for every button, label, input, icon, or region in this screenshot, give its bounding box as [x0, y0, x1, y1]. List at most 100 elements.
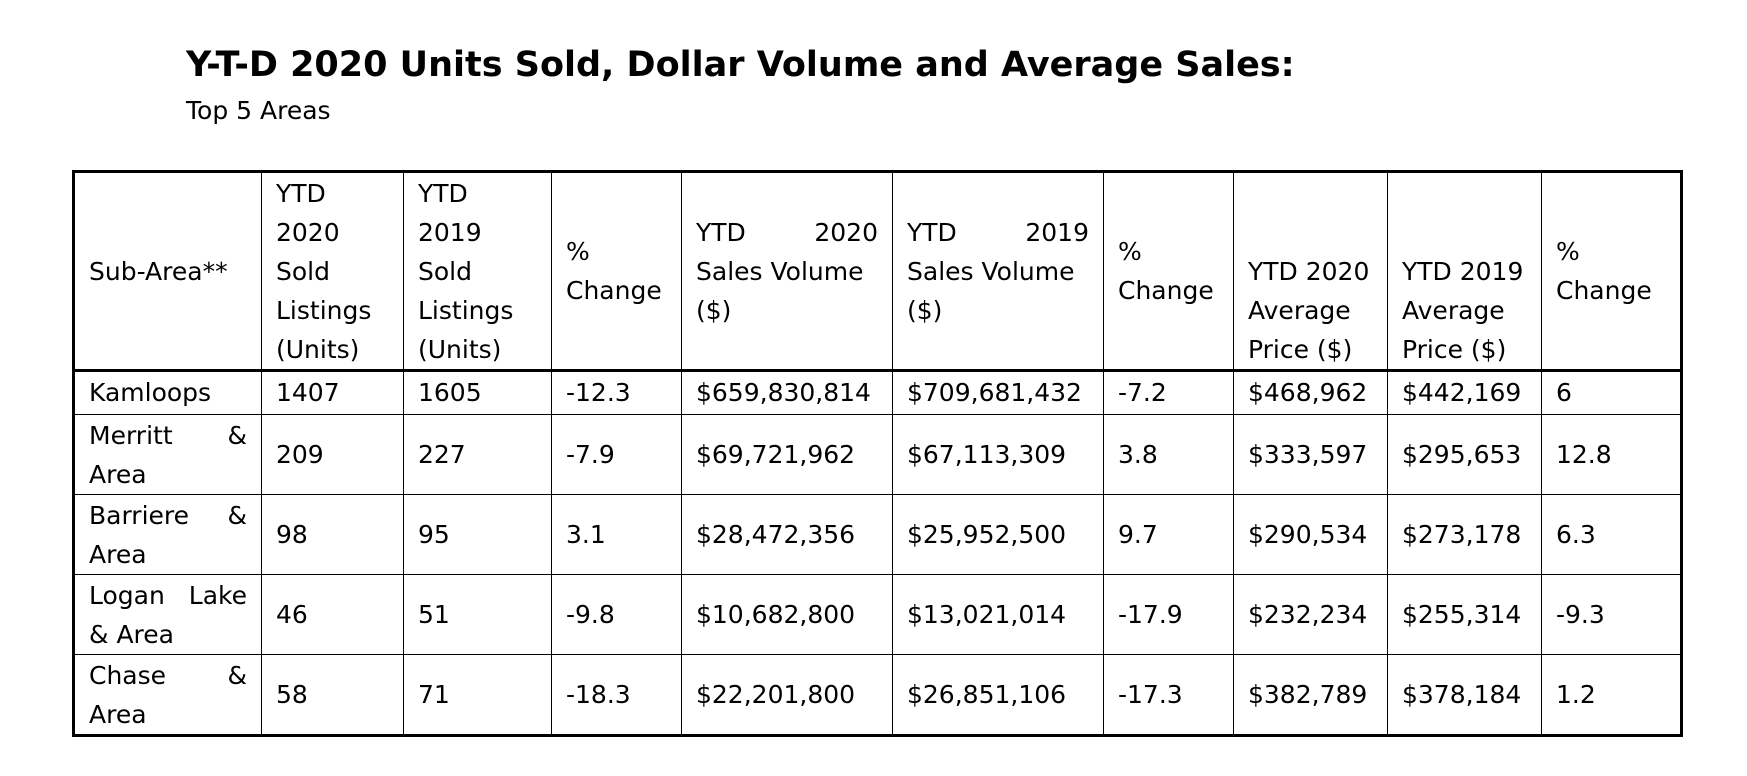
header-text: ($)	[696, 295, 732, 325]
header-text: ($)	[907, 295, 943, 325]
header-ytd2019-avg: YTD 2019 Average Price ($)	[1387, 171, 1542, 372]
value: $26,851,106	[907, 680, 1067, 709]
header-text: Listings	[418, 295, 514, 325]
cell-area: Kamloops	[73, 370, 262, 415]
header-text: YTD 2019	[1402, 257, 1524, 286]
cell-sold-2020: 58	[261, 654, 404, 736]
area-name: Area	[89, 539, 147, 569]
area-name-line: Barriere &	[89, 496, 261, 535]
header-text: Listings	[276, 295, 372, 325]
cell-area: Logan Lake & Area	[73, 574, 262, 655]
cell-volume-2020: $10,682,800	[681, 574, 893, 655]
header-text: Sales Volume	[696, 256, 864, 286]
header-pct-change-units: % Change	[551, 171, 682, 372]
cell-pct-units: -12.3	[551, 370, 682, 415]
area-name: &	[227, 500, 248, 530]
value: 6.3	[1556, 520, 1596, 549]
value: 6	[1556, 378, 1572, 407]
cell-avg-2019: $255,314	[1387, 574, 1542, 655]
value: $13,021,014	[907, 600, 1067, 629]
header-ytd2020-sold: YTD 2020 Sold Listings (Units)	[261, 171, 404, 372]
cell-sold-2020: 1407	[261, 370, 404, 415]
value: 51	[418, 600, 450, 629]
header-text: Sold	[276, 256, 330, 286]
value: -17.9	[1118, 600, 1183, 629]
value: $709,681,432	[907, 378, 1082, 407]
cell-pct-avg: 12.8	[1541, 414, 1682, 495]
value: -17.3	[1118, 680, 1183, 709]
cell-pct-volume: 9.7	[1103, 494, 1234, 575]
header-text: YTD	[696, 217, 746, 247]
cell-avg-2019: $442,169	[1387, 370, 1542, 415]
cell-area: Barriere & Area	[73, 494, 262, 575]
cell-avg-2019: $378,184	[1387, 654, 1542, 736]
header-text: (Units)	[418, 334, 502, 364]
value: $273,178	[1402, 520, 1522, 549]
cell-pct-units: 3.1	[551, 494, 682, 575]
value: -9.3	[1556, 600, 1605, 629]
header-justified-line: YTD 2020	[696, 213, 892, 252]
header-pct-change-avg: % Change	[1541, 171, 1682, 372]
value: $10,682,800	[696, 600, 856, 629]
value: -12.3	[566, 378, 631, 407]
value: -18.3	[566, 680, 631, 709]
value: 46	[276, 600, 308, 629]
cell-avg-2020: $232,234	[1233, 574, 1388, 655]
value: 9.7	[1118, 520, 1158, 549]
header-text: YTD	[907, 217, 957, 247]
cell-area: Merritt & Area	[73, 414, 262, 495]
value: 1407	[276, 378, 340, 407]
cell-sold-2020: 209	[261, 414, 404, 495]
value: $295,653	[1402, 440, 1522, 469]
header-text: (Units)	[276, 334, 360, 364]
cell-avg-2020: $290,534	[1233, 494, 1388, 575]
cell-sold-2019: 51	[403, 574, 552, 655]
cell-volume-2019: $25,952,500	[892, 494, 1104, 575]
cell-sold-2019: 95	[403, 494, 552, 575]
header-text: %	[1118, 237, 1142, 266]
value: $69,721,962	[696, 440, 856, 469]
header-text: 2020	[814, 217, 878, 247]
cell-avg-2019: $295,653	[1387, 414, 1542, 495]
cell-pct-units: -9.8	[551, 574, 682, 655]
value: $442,169	[1402, 378, 1522, 407]
header-text: 2019	[1025, 217, 1089, 247]
value: -7.9	[566, 440, 615, 469]
header-text: Average	[1248, 296, 1351, 325]
table-row: Chase & Area 58 71 -18.3 $22,201,800 $26…	[73, 654, 1682, 736]
header-text: Sold	[418, 256, 472, 286]
value: 95	[418, 520, 450, 549]
cell-volume-2019: $13,021,014	[892, 574, 1104, 655]
cell-avg-2020: $333,597	[1233, 414, 1388, 495]
cell-sold-2020: 98	[261, 494, 404, 575]
value: $290,534	[1248, 520, 1368, 549]
cell-sold-2019: 1605	[403, 370, 552, 415]
cell-volume-2019: $67,113,309	[892, 414, 1104, 495]
header-ytd2019-volume: YTD 2019 Sales Volume ($)	[892, 171, 1104, 372]
cell-pct-volume: -7.2	[1103, 370, 1234, 415]
cell-sold-2019: 227	[403, 414, 552, 495]
area-name-line: Chase &	[89, 656, 261, 695]
value: 12.8	[1556, 440, 1612, 469]
header-ytd2019-sold: YTD 2019 Sold Listings (Units)	[403, 171, 552, 372]
value: $468,962	[1248, 378, 1368, 407]
header-text: YTD	[418, 178, 468, 208]
header-row: Sub-Area** YTD 2020 Sold Listings (Units…	[73, 171, 1682, 372]
cell-pct-volume: -17.3	[1103, 654, 1234, 736]
cell-pct-volume: 3.8	[1103, 414, 1234, 495]
value: $378,184	[1402, 680, 1522, 709]
header-text: Change	[1556, 276, 1652, 305]
cell-volume-2020: $28,472,356	[681, 494, 893, 575]
area-name: Merritt	[89, 420, 173, 450]
cell-pct-units: -18.3	[551, 654, 682, 736]
header-sub-area: Sub-Area**	[73, 171, 262, 372]
cell-sold-2020: 46	[261, 574, 404, 655]
cell-pct-avg: -9.3	[1541, 574, 1682, 655]
cell-volume-2019: $709,681,432	[892, 370, 1104, 415]
value: 98	[276, 520, 308, 549]
value: $22,201,800	[696, 680, 856, 709]
value: 1605	[418, 378, 482, 407]
cell-pct-avg: 6	[1541, 370, 1682, 415]
header-text: Change	[566, 276, 662, 305]
area-name: Logan	[89, 580, 165, 610]
